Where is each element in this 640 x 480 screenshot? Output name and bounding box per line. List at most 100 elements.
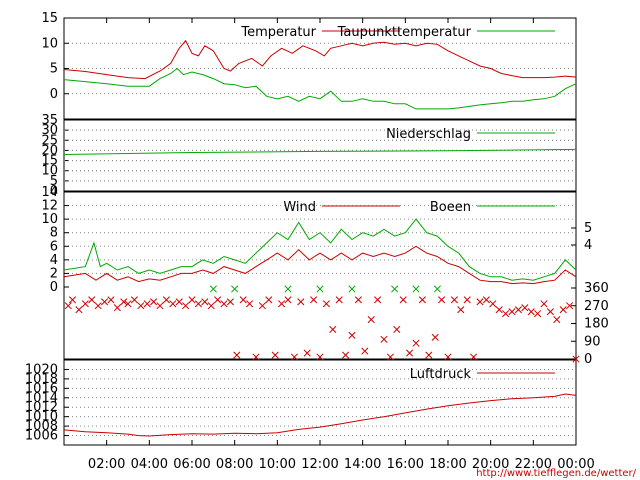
wind-direction-point — [137, 302, 145, 310]
wind-direction-point — [303, 349, 311, 357]
precipitation-y-tick-label: 35 — [41, 113, 58, 128]
wind-direction-point — [297, 298, 305, 306]
x-tick-label: 22:00 — [515, 457, 552, 472]
wind-direction-point — [64, 302, 72, 310]
wind-direction-right-tick-label: 180 — [584, 317, 609, 332]
wind-direction-point — [100, 298, 109, 306]
wind-direction-point — [482, 296, 490, 304]
temperature-y-tick-label: 15 — [41, 11, 58, 26]
wind-y-tick-label: 6 — [50, 239, 58, 254]
wind-y-tick-label: 8 — [50, 226, 58, 241]
wind-direction-point — [188, 296, 196, 304]
wind-legend-label: Boeen — [430, 200, 471, 215]
wind-direction-point — [457, 306, 465, 314]
wind-direction-point — [258, 302, 266, 310]
x-tick-label: 20:00 — [472, 457, 509, 472]
wind-direction-point — [354, 296, 362, 304]
wind-direction-point — [246, 300, 254, 308]
wind-direction-point — [310, 296, 318, 304]
wind-direction-point — [220, 300, 228, 308]
wind-direction-point — [450, 296, 458, 304]
precipitation-y-tick-label: 5 — [50, 174, 58, 189]
wind-direction-point — [182, 302, 190, 310]
wind-direction-point — [226, 298, 234, 306]
wind-direction-point — [113, 304, 121, 312]
wind-direction-point — [361, 347, 369, 355]
wind-direction-point — [391, 285, 399, 293]
wind-direction-point — [329, 325, 337, 333]
pressure-y-tick-label: 1006 — [25, 429, 58, 444]
pressure-y-tick-label: 1014 — [25, 391, 58, 406]
wind-direction-point — [162, 296, 170, 304]
temperature-legend-label: Taupunkttemperatur — [337, 25, 472, 40]
wind-direction-point — [502, 310, 510, 318]
x-tick-label: 10:00 — [259, 457, 296, 472]
wind-direction-point — [386, 353, 394, 361]
x-tick-label: 12:00 — [301, 457, 338, 472]
wind-direction-point — [367, 316, 375, 324]
x-tick-label: 06:00 — [173, 457, 210, 472]
wind-direction-point — [143, 300, 151, 308]
wind-direction-point — [374, 296, 382, 304]
precipitation-y-tick-label: 10 — [41, 164, 58, 179]
pressure-y-tick-label: 1016 — [25, 381, 58, 396]
precipitation-y-tick-label: 30 — [41, 123, 58, 138]
wind-right-tick-label: 4 — [584, 238, 592, 253]
wind-direction-point — [233, 351, 241, 359]
wind-direction-point — [399, 296, 407, 304]
wind-direction-point — [322, 300, 330, 308]
wind-direction-point — [431, 333, 439, 341]
wind-direction-point — [470, 353, 478, 361]
wind-direction-point — [489, 300, 497, 308]
x-tick-label: 04:00 — [131, 457, 168, 472]
precipitation-y-tick-label: 20 — [41, 143, 58, 158]
pressure-y-tick-label: 1008 — [25, 419, 58, 434]
wind-direction-point — [130, 296, 138, 304]
wind-direction-point — [284, 285, 292, 293]
precipitation-y-tick-label: 15 — [41, 154, 58, 169]
pressure-legend-label: Luftdruck — [410, 367, 472, 382]
wind-direction-point — [444, 353, 452, 361]
wind-right-tick-label: 5 — [584, 221, 592, 236]
wind-direction-point — [433, 285, 441, 293]
x-tick-label: 18:00 — [429, 457, 466, 472]
pressure-y-tick-label: 1020 — [25, 362, 58, 377]
wind-direction-point — [572, 355, 580, 363]
wind-direction-point — [156, 302, 164, 310]
wind-direction-point — [124, 300, 132, 308]
wind-direction-point — [290, 353, 298, 361]
temperature-series-temperatur — [63, 39, 577, 80]
wind-direction-point — [546, 308, 554, 316]
temperature-legend-label: Temperatur — [240, 25, 316, 40]
wind-direction-point — [231, 285, 239, 293]
temperature-y-tick-label: 0 — [50, 87, 58, 102]
pressure-series-luftdruck — [63, 393, 577, 437]
wind-y-tick-label: 2 — [50, 266, 58, 281]
precipitation-series-niederschlag — [63, 148, 577, 155]
wind-direction-point — [380, 335, 388, 343]
x-tick-label: 16:00 — [387, 457, 424, 472]
wind-direction-point — [534, 310, 542, 318]
wind-direction-point — [335, 296, 343, 304]
wind-direction-point — [94, 302, 102, 310]
wind-direction-point — [521, 304, 529, 312]
wind-direction-point — [252, 353, 260, 361]
wind-direction-point — [514, 306, 522, 314]
wind-direction-point — [175, 298, 183, 306]
wind-direction-point — [476, 298, 484, 306]
x-tick-label: 02:00 — [88, 457, 125, 472]
wind-series-boeen — [63, 218, 577, 281]
wind-direction-point — [508, 308, 516, 316]
wind-direction-point — [207, 302, 215, 310]
x-tick-label: 08:00 — [216, 457, 253, 472]
wind-direction-point — [438, 296, 446, 304]
wind-direction-right-tick-label: 360 — [584, 281, 609, 296]
wind-series-wind — [63, 245, 577, 285]
wind-direction-right-tick-label: 270 — [584, 299, 609, 314]
wind-direction-point — [75, 306, 83, 314]
wind-y-tick-label: 12 — [41, 199, 58, 214]
temperature-y-tick-label: 10 — [41, 36, 58, 51]
wind-direction-point — [406, 349, 414, 357]
wind-direction-point — [214, 296, 222, 304]
